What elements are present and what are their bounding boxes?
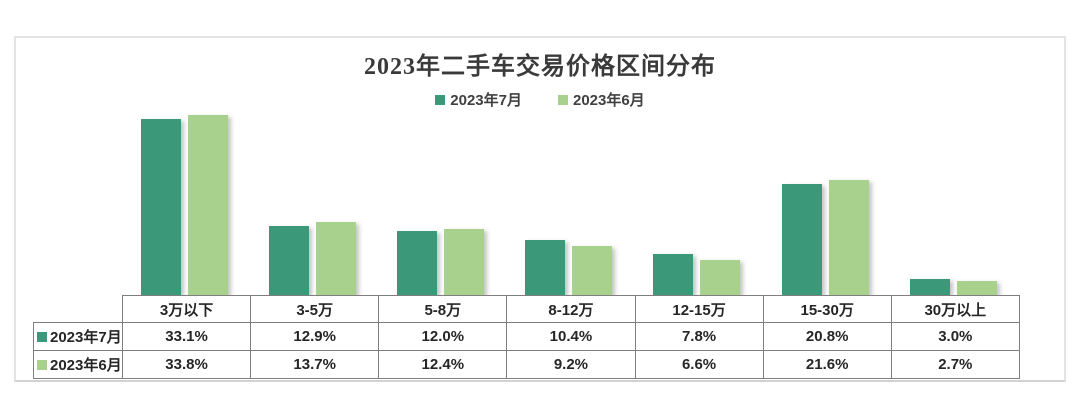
table-value-cell-s0-c5: 20.8% xyxy=(762,322,892,351)
legend-item-0: 2023年7月 xyxy=(435,89,522,110)
table-row-0: 2023年7月 33.1% 12.9% 12.0% 10.4% 7.8% 20.8% 3.0% xyxy=(33,322,1020,351)
bar-series0-cat4 xyxy=(653,254,693,295)
table-value-cell-s1-c1: 13.7% xyxy=(250,350,380,379)
table-row-1: 2023年6月 33.8% 13.7% 12.4% 9.2% 6.6% 21.6% 2.7% xyxy=(33,350,1020,379)
bar-series0-cat3 xyxy=(525,240,565,295)
bar-series0-cat2 xyxy=(397,231,437,295)
series-name: 2023年6月 xyxy=(50,357,122,374)
legend-label: 2023年7月 xyxy=(450,92,522,109)
legend-swatch-icon xyxy=(435,94,446,105)
table-value-cell-s0-c1: 12.9% xyxy=(250,322,380,351)
bar-series1-cat6 xyxy=(957,281,997,295)
table-header-cell-4: 12-15万 xyxy=(634,295,764,323)
table-header-cell-1: 3-5万 xyxy=(250,295,380,323)
chart-title: 2023年二手车交易价格区间分布 xyxy=(364,54,716,80)
table-header-cell-6: 30万以上 xyxy=(890,295,1020,323)
table-value-cell-s0-c0: 33.1% xyxy=(121,322,252,351)
table-header-cell-2: 5-8万 xyxy=(378,295,508,323)
legend: 2023年7月 2023年6月 xyxy=(14,89,1066,110)
series-name: 2023年7月 xyxy=(50,329,122,346)
table-header-cell-0: 3万以下 xyxy=(121,295,252,323)
table-value-cell-s1-c0: 33.8% xyxy=(121,350,252,379)
table-header-cell-3: 8-12万 xyxy=(506,295,636,323)
bar-series1-cat1 xyxy=(316,222,356,295)
table-value-cell-s0-c6: 3.0% xyxy=(890,322,1020,351)
table-row-label-0: 2023年7月 xyxy=(33,322,123,351)
bar-series1-cat5 xyxy=(829,180,869,295)
table-row-label-1: 2023年6月 xyxy=(33,350,123,379)
table-value-cell-s0-c4: 7.8% xyxy=(634,322,764,351)
table-value-cell-s1-c4: 6.6% xyxy=(634,350,764,379)
series-swatch-icon xyxy=(37,332,47,342)
table-corner-cell xyxy=(34,296,123,323)
table-value-cell-s0-c2: 12.0% xyxy=(378,322,508,351)
table-value-cell-s1-c5: 21.6% xyxy=(762,350,892,379)
legend-swatch-icon xyxy=(558,94,568,105)
legend-item-1: 2023年6月 xyxy=(558,89,645,110)
table-value-cell-s1-c3: 9.2% xyxy=(506,350,636,379)
bar-series1-cat0 xyxy=(188,115,228,295)
bar-series1-cat2 xyxy=(444,229,484,295)
bar-series0-cat0 xyxy=(141,119,181,295)
series-swatch-icon xyxy=(37,360,47,370)
bar-series1-cat3 xyxy=(572,246,612,295)
bar-series0-cat6 xyxy=(910,279,950,295)
plot-area xyxy=(122,84,1019,295)
bar-series0-cat5 xyxy=(782,184,822,295)
legend-label: 2023年6月 xyxy=(573,92,645,109)
bar-series0-cat1 xyxy=(269,226,309,295)
table-value-cell-s0-c3: 10.4% xyxy=(506,322,636,351)
bar-series1-cat4 xyxy=(700,260,740,295)
table-value-cell-s1-c6: 2.7% xyxy=(890,350,1020,379)
table-header-cell-5: 15-30万 xyxy=(762,295,892,323)
table-value-cell-s1-c2: 12.4% xyxy=(378,350,508,379)
data-table: 3万以下 3-5万 5-8万 8-12万 12-15万 15-30万 30万以上 2023年7… xyxy=(33,295,1020,379)
